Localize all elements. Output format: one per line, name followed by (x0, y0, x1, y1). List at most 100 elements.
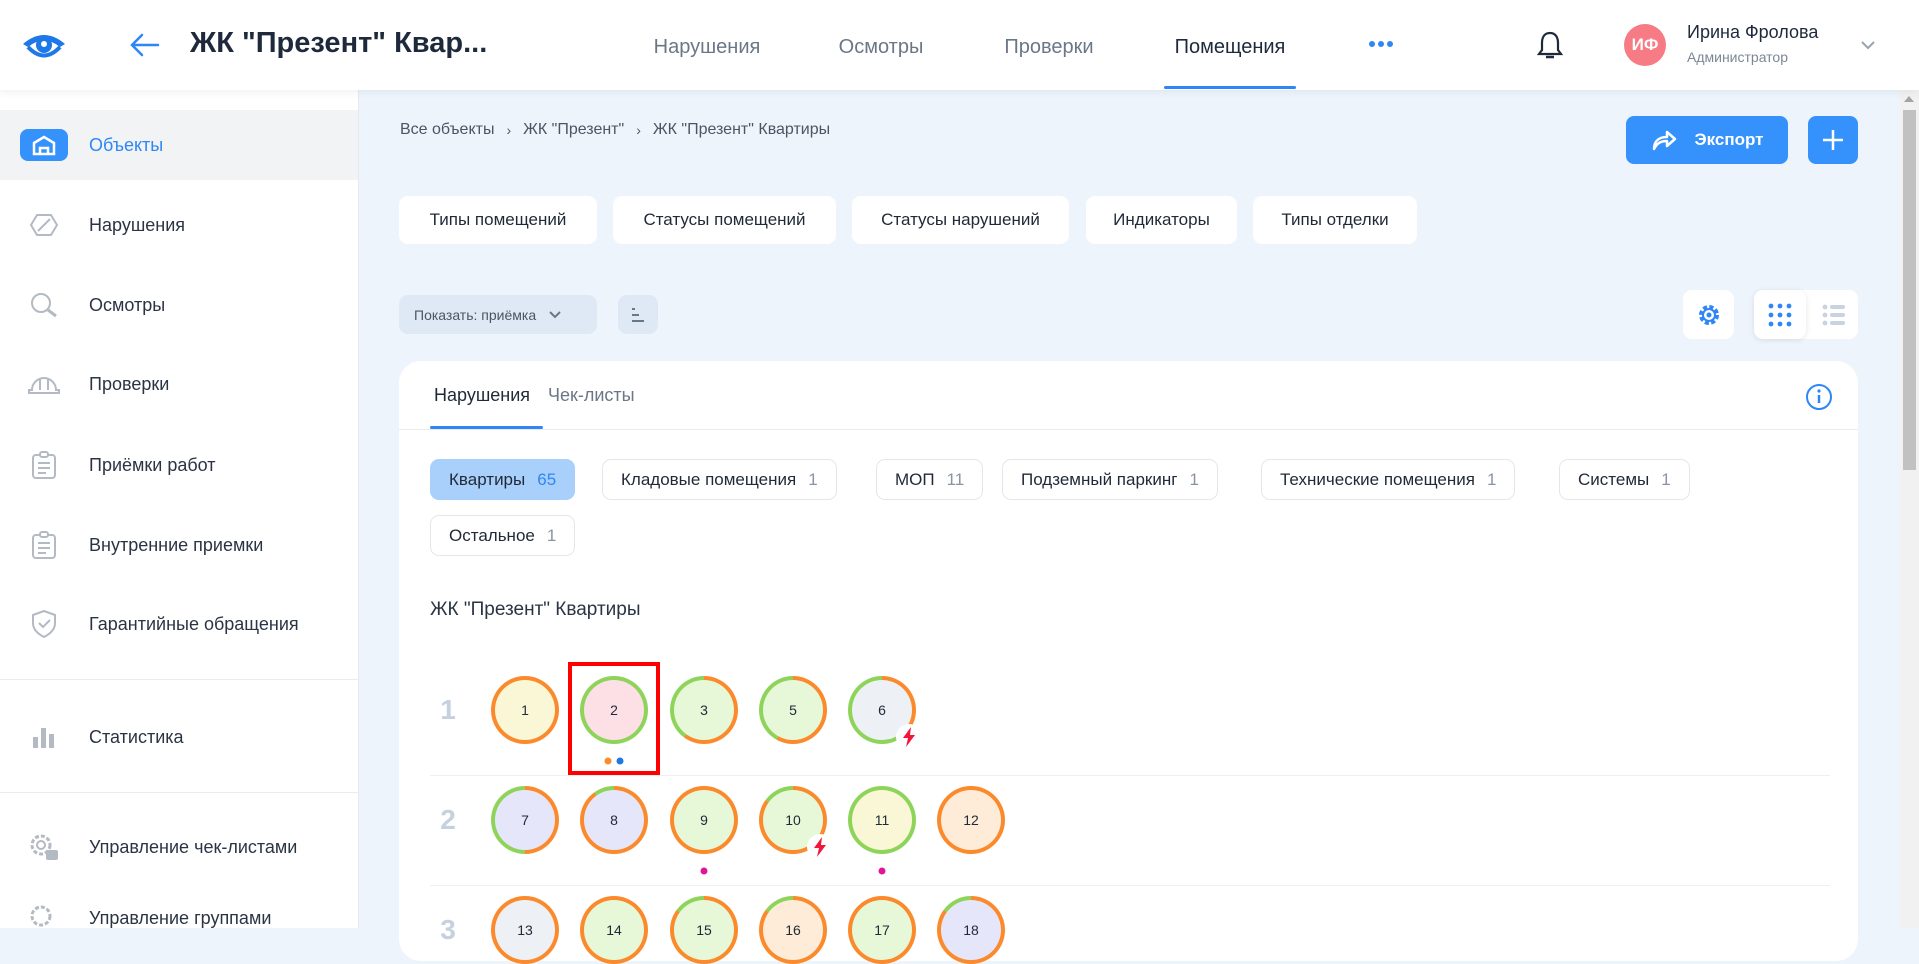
category-chip[interactable]: Кладовые помещения 1 (602, 459, 837, 500)
filter-indicators[interactable]: Индикаторы (1086, 196, 1237, 244)
room-number: 6 (878, 702, 886, 718)
filter-room-types[interactable]: Типы помещений (399, 196, 597, 244)
logo-eye-icon[interactable] (20, 30, 68, 60)
room-cell[interactable]: 6 (848, 676, 922, 750)
room-cell[interactable]: 18 (937, 896, 1005, 964)
active-tab-indicator (1164, 86, 1296, 89)
sidebar-item-label: Проверки (89, 373, 170, 394)
share-arrow-icon (1652, 130, 1676, 151)
sidebar-item-checks[interactable]: Проверки (0, 349, 358, 419)
section-title: ЖК "Презент" Квартиры (430, 599, 641, 620)
selection-highlight (568, 662, 660, 775)
category-chip[interactable]: МОП 11 (876, 459, 984, 500)
tab-violations[interactable]: Нарушения (434, 385, 531, 405)
scroll-up-icon[interactable] (1904, 96, 1914, 102)
sidebar-item-violations[interactable]: Нарушения (0, 190, 358, 260)
export-button[interactable]: Экспорт (1626, 116, 1788, 164)
sort-button[interactable] (618, 295, 658, 334)
room-fill (495, 790, 555, 850)
category-chip[interactable]: Квартиры 65 (430, 459, 576, 500)
room-cell[interactable]: 5 (759, 676, 827, 744)
room-cell[interactable]: 17 (848, 896, 916, 964)
room-cell[interactable]: 3 (670, 676, 738, 744)
breadcrumb: Все объекты › ЖК "Презент" › ЖК "Презент" … (400, 121, 830, 139)
scrollbar-thumb[interactable] (1903, 110, 1916, 470)
room-cell[interactable]: 15 (670, 896, 738, 964)
show-dropdown[interactable]: Показать: приёмка (399, 295, 597, 334)
room-cell[interactable]: 16 (759, 896, 827, 964)
breadcrumb-item[interactable]: ЖК "Презент" (523, 121, 625, 138)
filter-finish-types[interactable]: Типы отделки (1253, 196, 1417, 244)
status-dot (616, 757, 624, 765)
list-icon (1822, 304, 1845, 325)
room-cell[interactable]: 14 (580, 896, 648, 964)
building-icon (20, 126, 68, 164)
room-fill (763, 680, 823, 740)
category-count: 1 (808, 469, 818, 489)
category-chip[interactable]: Остальное 1 (430, 515, 576, 556)
nav-tab-premises[interactable]: Помещения (1174, 36, 1286, 58)
category-count: 1 (546, 525, 557, 545)
category-label: Подземный паркинг (1021, 469, 1178, 489)
helmet-icon (20, 365, 68, 403)
clipboard-icon (20, 526, 68, 564)
room-cell[interactable]: 12 (937, 786, 1005, 854)
sidebar: Объекты Нарушения Осмотры Проверки Приём… (0, 90, 359, 928)
category-chip[interactable]: Технические помещения 1 (1261, 459, 1516, 500)
more-dots-icon[interactable] (1368, 40, 1394, 48)
room-number: 14 (606, 922, 622, 938)
tab-checklists[interactable]: Чек-листы (548, 385, 635, 405)
room-cell[interactable]: 9 (670, 786, 738, 854)
sidebar-item-internal-acceptance[interactable]: Внутренние приемки (0, 510, 358, 580)
room-cell[interactable]: 8 (580, 786, 648, 854)
breadcrumb-item[interactable]: Все объекты (400, 121, 495, 138)
breadcrumb-item: ЖК "Презент" Квартиры (652, 121, 831, 138)
info-icon[interactable] (1805, 383, 1833, 411)
nav-tab-inspections[interactable]: Осмотры (838, 36, 924, 58)
user-name[interactable]: Ирина Фролова (1687, 22, 1819, 42)
room-number: 18 (963, 922, 979, 938)
bell-icon[interactable] (1536, 30, 1564, 62)
nav-tab-checks[interactable]: Проверки (1004, 36, 1094, 58)
export-label: Экспорт (1694, 130, 1764, 149)
room-cell[interactable]: 7 (491, 786, 559, 854)
view-toggle (1754, 290, 1858, 339)
settings-button[interactable] (1683, 290, 1734, 339)
sidebar-item-warranty[interactable]: Гарантийные обращения (0, 589, 358, 659)
category-label: МОП (895, 469, 935, 489)
category-chip[interactable]: Подземный паркинг 1 (1002, 459, 1218, 500)
add-button[interactable] (1808, 116, 1858, 164)
premises-card: Нарушения Чек-листы Квартиры 65 Кладовые п… (399, 361, 1858, 961)
category-label: Остальное (449, 525, 535, 545)
room-number: 7 (521, 812, 529, 828)
list-view-button[interactable] (1810, 290, 1858, 339)
grid-view-button[interactable] (1754, 290, 1806, 339)
avatar[interactable]: ИФ (1624, 24, 1666, 66)
plus-icon (1823, 130, 1843, 150)
back-arrow-icon[interactable] (128, 31, 160, 59)
lightning-icon (807, 834, 833, 860)
room-cell[interactable]: 1 (491, 676, 559, 744)
room-number: 16 (785, 922, 801, 938)
sidebar-item-group-management[interactable]: Управление группами (0, 883, 358, 953)
room-cell[interactable]: 10 (759, 786, 833, 860)
sidebar-item-checklist-management[interactable]: Управление чек-листами (0, 812, 358, 882)
chevron-down-icon[interactable] (1860, 40, 1876, 50)
room-cell[interactable]: 11 (848, 786, 916, 854)
room-cell[interactable]: 2 (580, 676, 648, 744)
sidebar-item-objects[interactable]: Объекты (0, 110, 358, 180)
category-chip[interactable]: Системы 1 (1559, 459, 1690, 500)
sidebar-item-work-acceptance[interactable]: Приёмки работ (0, 430, 358, 500)
sidebar-item-label: Гарантийные обращения (89, 613, 299, 634)
category-count: 1 (1661, 469, 1671, 489)
sidebar-item-inspections[interactable]: Осмотры (0, 270, 358, 340)
floor-label: 3 (440, 914, 456, 945)
filter-violation-statuses[interactable]: Статусы нарушений (852, 196, 1069, 244)
category-count: 11 (946, 469, 965, 489)
scrollbar[interactable] (1900, 90, 1919, 928)
sidebar-item-statistics[interactable]: Статистика (0, 702, 358, 772)
category-label: Квартиры (449, 469, 526, 489)
nav-tab-violations[interactable]: Нарушения (653, 36, 761, 58)
filter-room-statuses[interactable]: Статусы помещений (613, 196, 836, 244)
room-cell[interactable]: 13 (491, 896, 559, 964)
